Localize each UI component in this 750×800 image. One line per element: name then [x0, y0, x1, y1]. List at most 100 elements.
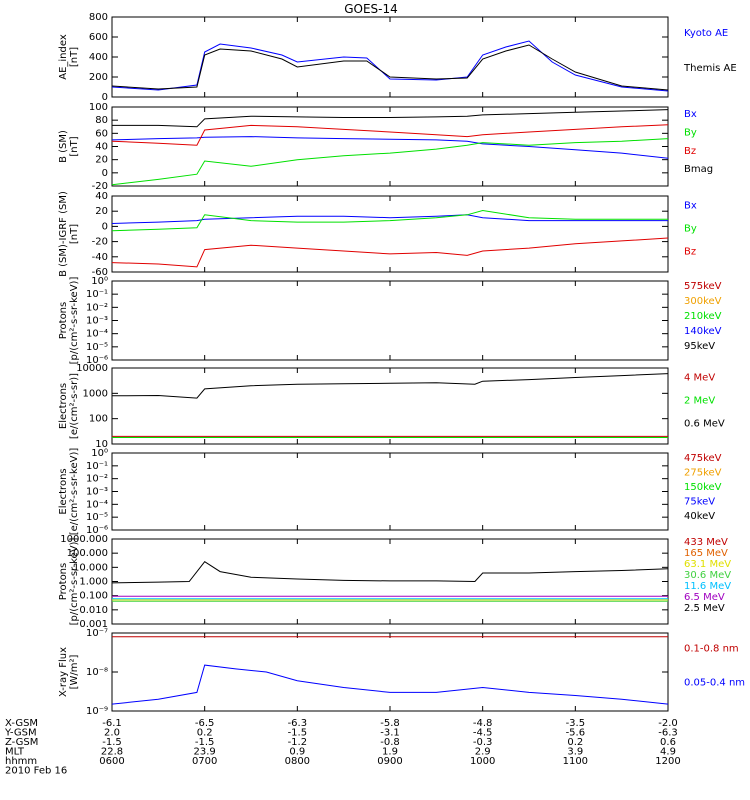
y-axis-label: Electrons[e/(cm²-s-sr)]	[58, 373, 80, 439]
legend-entry: 575keV	[684, 281, 722, 292]
panel-frame	[111, 538, 669, 625]
y-tick-label: 10⁻⁹	[86, 706, 108, 717]
y-tick-label: 0	[102, 92, 108, 103]
legend-entry: 150keV	[684, 482, 722, 493]
x-label-value: 1100	[563, 756, 588, 767]
panel-frame	[111, 195, 669, 273]
y-tick-label: 1.000	[79, 577, 108, 588]
y-tick-label: 10⁻⁶	[86, 525, 108, 536]
x-label-value: 0700	[192, 756, 217, 767]
legend-entry: 40keV	[684, 511, 715, 522]
series-line-themis-ae	[111, 44, 669, 91]
y-axis-label: X-ray Flux[W/m²]	[58, 647, 80, 697]
y-tick-label: 10⁻³	[86, 316, 108, 327]
x-label-row-name: Z-GSM	[5, 737, 38, 748]
legend-entry: 433 MeV	[684, 537, 728, 548]
y-tick-label: 100.000	[67, 548, 108, 559]
y-tick-label: 0	[102, 221, 108, 232]
x-label-value: -1.5	[195, 737, 215, 748]
panel-bres: -60 -40 -20 0 20 40 B (SM)-IGRF (SM)[nT] Bx By Bz	[58, 191, 697, 278]
y-axis-label: B (SM)-IGRF (SM)[nT]	[58, 191, 80, 277]
y-tick-label: 10⁻³	[86, 487, 108, 498]
y-tick-label: -20	[92, 237, 108, 248]
x-label-value: 4.9	[660, 747, 676, 758]
legend-entry: Bx	[684, 109, 697, 120]
x-label-value: 0.2	[567, 737, 583, 748]
x-label-value: -2.0	[658, 718, 678, 729]
y-tick-label: 10⁻⁵	[86, 512, 108, 523]
x-label-row-name: X-GSM	[5, 718, 38, 729]
legend-entry: Bz	[684, 146, 696, 157]
y-tick-label: 100	[89, 414, 108, 425]
legend-entry: 210keV	[684, 311, 722, 322]
series-line-bx	[111, 214, 668, 224]
y-tick-label: 10	[95, 439, 108, 450]
y-tick-label: 10⁰	[91, 448, 108, 459]
x-label-value: -4.5	[473, 728, 493, 739]
date-label: 2010 Feb 16	[5, 766, 67, 777]
y-tick-label: 10⁻¹	[86, 461, 108, 472]
y-tick-label: 0	[102, 168, 108, 179]
legend-entry: Themis AE	[683, 63, 737, 74]
panel-frame	[111, 632, 669, 712]
y-tick-label: 10⁻²	[86, 474, 108, 485]
legend-entry: Bx	[684, 201, 697, 212]
y-tick-label: 10⁻¹	[86, 289, 108, 300]
legend-entry: 140keV	[684, 326, 722, 337]
series-line-bz	[111, 124, 669, 146]
x-label-value: -3.1	[380, 728, 400, 739]
series-line-2-5-mev	[111, 561, 669, 584]
x-label-value: -6.3	[658, 728, 678, 739]
series-line-kyoto-ae	[111, 40, 669, 92]
y-axis-label: Protons[p/(cm²-s-sr-keV)]	[58, 538, 80, 626]
x-label-row-name: MLT	[5, 747, 25, 758]
y-tick-label: 10⁻⁴	[86, 329, 108, 340]
x-label-value: -3.5	[566, 718, 586, 729]
legend-entry: 6.5 MeV	[684, 592, 725, 603]
legend-entry: 75keV	[684, 497, 715, 508]
x-label-value: -1.5	[102, 737, 122, 748]
x-label-value: -6.5	[195, 718, 215, 729]
x-label-value: 23.9	[194, 747, 216, 758]
x-label-value: 1000	[470, 756, 495, 767]
x-label-value: -6.3	[288, 718, 308, 729]
legend-entry: 165 MeV	[684, 548, 728, 559]
y-tick-label: 10⁻⁵	[86, 342, 108, 353]
legend-entry: By	[684, 224, 697, 235]
panel-frame	[111, 280, 669, 361]
y-tick-label: 1000	[83, 388, 108, 399]
panel-frame	[111, 452, 669, 531]
x-label-value: 1.9	[382, 747, 398, 758]
y-tick-label: 800	[89, 12, 108, 23]
y-tick-label: 10⁰	[91, 276, 108, 287]
x-label-row-name: hhmm	[5, 756, 37, 767]
panel-ae: 0 200 400 600 800 AE_index[nT] Kyoto AE Themis …	[58, 12, 737, 103]
y-tick-label: 10⁻⁶	[86, 355, 108, 366]
series-line-0-6-mev	[111, 373, 669, 399]
legend-entry: Bmag	[684, 164, 713, 175]
legend-entry: Kyoto AE	[684, 28, 728, 39]
legend-entry: 4 MeV	[684, 373, 715, 384]
x-label-value: 1200	[655, 756, 680, 767]
legend-entry: 0.6 MeV	[684, 419, 725, 430]
legend-entry: 11.6 MeV	[684, 581, 731, 592]
y-tick-label: 20	[95, 155, 108, 166]
x-label-value: 0600	[99, 756, 124, 767]
panel-bsm: -20 0 20 40 60 80 100 B (SM)[nT] Bx By Bz Bmag	[58, 102, 713, 192]
x-label-value: 22.8	[101, 747, 123, 758]
legend-entry: 63.1 MeV	[684, 559, 731, 570]
series-line-by	[111, 209, 668, 232]
x-label-row-name: Y-GSM	[4, 728, 37, 739]
panel-protons_epead: 0.001 0.010 0.100 1.000 10.000 100.000 1000.00…	[58, 534, 731, 630]
legend-entry: Bz	[684, 247, 696, 258]
x-label-value: 0.2	[197, 728, 213, 739]
y-tick-label: 1000.000	[60, 534, 108, 545]
legend-entry: By	[684, 127, 697, 138]
legend-entry: 95keV	[684, 341, 715, 352]
y-tick-label: 40	[95, 191, 108, 202]
x-label-value: 2.0	[104, 728, 120, 739]
x-label-value: -6.1	[102, 718, 122, 729]
legend-entry: 0.1-0.8 nm	[684, 644, 739, 655]
